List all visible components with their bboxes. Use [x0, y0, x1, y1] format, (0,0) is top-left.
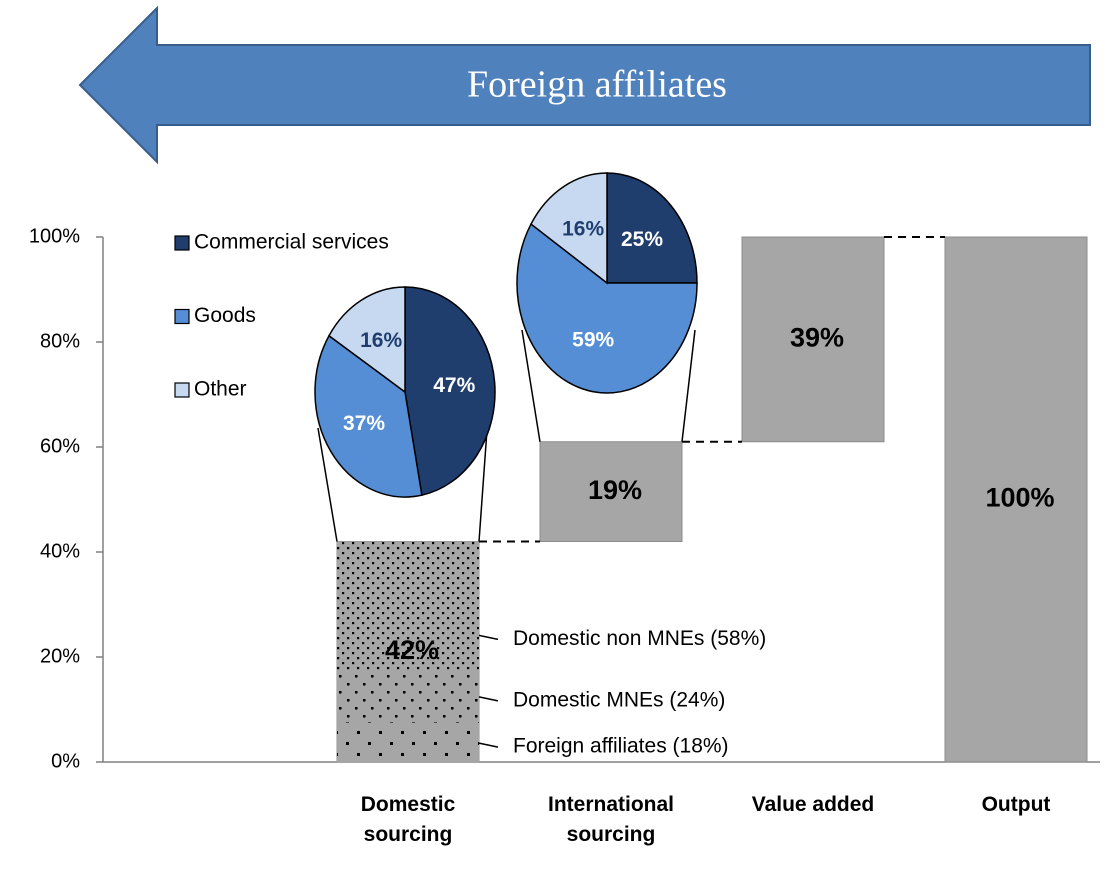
pie-label: 25% — [621, 228, 663, 251]
breakdown-segment — [337, 669, 479, 723]
x-tick-label: Domestic sourcing — [360, 793, 456, 846]
pie-slice — [328, 286, 406, 394]
pie-connector — [521, 329, 541, 442]
pie-label: 47% — [433, 374, 475, 397]
leader-line — [478, 696, 499, 702]
breakdown-segment — [337, 722, 479, 762]
legend-label: Commercial services — [194, 231, 389, 254]
value-label: 19% — [588, 475, 642, 505]
y-tick-label: 0% — [51, 750, 80, 772]
value-label: 42% — [385, 635, 439, 665]
pie-connector — [317, 427, 338, 542]
pie-slice — [516, 222, 698, 394]
title-arrow — [78, 5, 1091, 165]
x-tick-label: Value added — [751, 793, 875, 816]
y-tick-label: 20% — [40, 645, 80, 667]
y-tick-label: 80% — [40, 330, 80, 352]
pie-connector — [681, 329, 696, 442]
breakdown-label: Foreign affiliates (18%) — [513, 735, 729, 758]
value-label: 100% — [985, 483, 1054, 513]
legend-label: Goods — [194, 304, 256, 327]
legend-label: Other — [194, 378, 247, 401]
bar — [539, 441, 683, 542]
value-label: 39% — [790, 323, 844, 353]
legend-swatch — [174, 308, 190, 325]
y-tick-label: 60% — [40, 435, 80, 457]
x-tick-label: Output — [981, 793, 1051, 816]
leader-line — [478, 634, 499, 641]
pie-slice — [314, 334, 423, 498]
pie-connector — [478, 429, 488, 542]
pie-label: 59% — [572, 329, 614, 352]
breakdown-label: Domestic MNEs (24%) — [513, 688, 725, 711]
pie-label: 37% — [343, 412, 385, 435]
bar — [741, 236, 885, 443]
legend-swatch — [174, 235, 190, 251]
pie-slice — [530, 172, 608, 285]
bar — [944, 236, 1088, 763]
pie-label: 16% — [562, 218, 604, 241]
y-tick-label: 100% — [29, 225, 80, 247]
leader-line — [478, 742, 499, 748]
legend-swatch — [174, 382, 190, 398]
chart-title: Foreign affiliates — [467, 64, 727, 106]
pie-label: 16% — [360, 329, 402, 352]
breakdown-label: Domestic non MNEs (58%) — [513, 627, 766, 650]
y-tick-label: 40% — [40, 540, 80, 562]
pie-slice — [404, 286, 496, 497]
pie-slice — [606, 172, 698, 284]
breakdown-segment — [337, 541, 479, 670]
x-tick-label: International sourcing — [547, 793, 674, 846]
